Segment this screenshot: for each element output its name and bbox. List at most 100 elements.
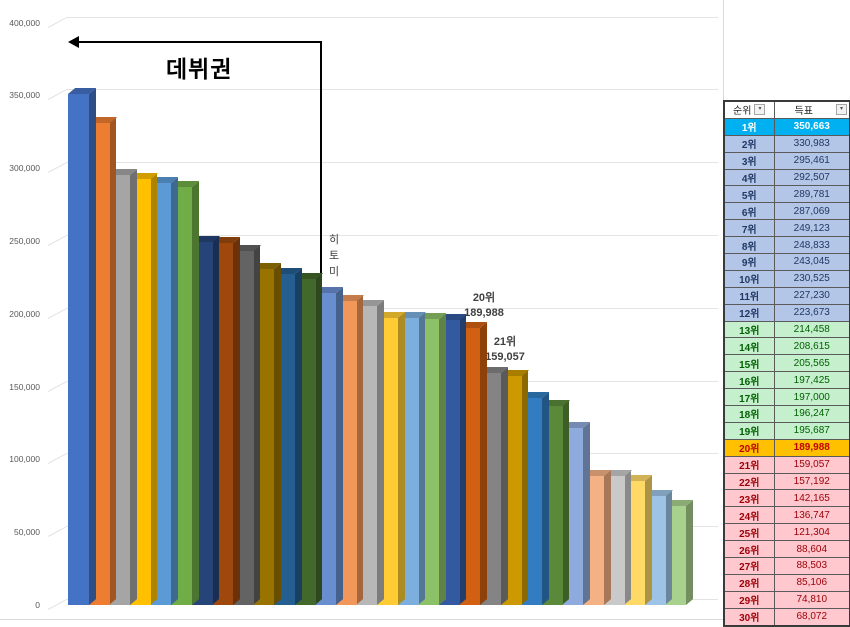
votes-cell[interactable]: 249,123 — [773, 219, 850, 238]
votes-cell[interactable]: 197,425 — [773, 371, 850, 390]
votes-cell[interactable]: 121,304 — [773, 523, 850, 542]
rank-cell[interactable]: 17위 — [723, 388, 775, 407]
y-tick-label: 250,000 — [9, 236, 40, 246]
rank-cell[interactable]: 6위 — [723, 202, 775, 221]
table-row[interactable]: 9위 243,045 — [723, 253, 850, 271]
table-row[interactable]: 3위 295,461 — [723, 151, 850, 170]
votes-cell[interactable]: 205,565 — [773, 354, 850, 373]
filter-dropdown-icon[interactable]: ▾ — [836, 104, 847, 116]
rank-cell[interactable]: 28위 — [723, 573, 775, 592]
table-row[interactable]: 6위 287,069 — [723, 202, 850, 221]
table-row[interactable]: 7위 249,123 — [723, 219, 850, 238]
rank-cell[interactable]: 8위 — [723, 236, 775, 255]
rank-cell[interactable]: 10위 — [723, 269, 775, 288]
rank-cell[interactable]: 24위 — [723, 506, 775, 525]
rank-cell[interactable]: 22위 — [723, 472, 775, 491]
table-row[interactable]: 19위 195,687 — [723, 421, 850, 440]
table-row[interactable]: 26위 88,604 — [723, 540, 850, 559]
rank-cell[interactable]: 4위 — [723, 168, 775, 187]
rank-cell[interactable]: 9위 — [723, 253, 775, 271]
rank-cell[interactable]: 14위 — [723, 337, 775, 356]
table-row[interactable]: 22위 157,192 — [723, 472, 850, 491]
gridline-depth — [47, 90, 66, 101]
table-row[interactable]: 17위 197,000 — [723, 388, 850, 407]
rank-cell[interactable]: 2위 — [723, 134, 775, 153]
votes-cell[interactable]: 248,833 — [773, 236, 850, 255]
votes-cell[interactable]: 142,165 — [773, 489, 850, 508]
rank-cell[interactable]: 26위 — [723, 540, 775, 559]
rank-cell[interactable]: 13위 — [723, 320, 775, 339]
table-row[interactable]: 20위 189,988 — [723, 438, 850, 457]
rank-cell[interactable]: 23위 — [723, 489, 775, 508]
table-row[interactable]: 15위 205,565 — [723, 354, 850, 373]
table-row[interactable]: 24위 136,747 — [723, 506, 850, 525]
votes-cell[interactable]: 295,461 — [773, 151, 850, 170]
votes-cell[interactable]: 287,069 — [773, 202, 850, 221]
table-row[interactable]: 10위 230,525 — [723, 269, 850, 288]
rank-cell[interactable]: 20위 — [723, 438, 775, 457]
bar-1위[interactable] — [68, 88, 96, 605]
rank-cell[interactable]: 3위 — [723, 151, 775, 170]
table-row[interactable]: 8위 248,833 — [723, 236, 850, 255]
rank-cell[interactable]: 25위 — [723, 523, 775, 542]
table-row[interactable]: 4위 292,507 — [723, 168, 850, 187]
chart-area[interactable]: 0 50,000 100,000 150,000 200,000 250,000 300,0… — [0, 0, 724, 620]
votes-cell[interactable]: 197,000 — [773, 388, 850, 407]
rank-cell[interactable]: 12위 — [723, 303, 775, 322]
votes-cell[interactable]: 292,507 — [773, 168, 850, 187]
votes-cell[interactable]: 227,230 — [773, 286, 850, 305]
votes-cell[interactable]: 157,192 — [773, 472, 850, 491]
table-row[interactable]: 29위 74,810 — [723, 590, 850, 609]
table-row[interactable]: 13위 214,458 — [723, 320, 850, 339]
votes-cell[interactable]: 350,663 — [773, 117, 850, 136]
rank-cell[interactable]: 29위 — [723, 590, 775, 609]
rank-column-header[interactable]: 순위 ▾ — [723, 100, 775, 119]
table-row[interactable]: 16위 197,425 — [723, 371, 850, 390]
rank-cell[interactable]: 1위 — [723, 117, 775, 136]
votes-cell[interactable]: 74,810 — [773, 590, 850, 609]
votes-cell[interactable]: 159,057 — [773, 455, 850, 474]
table-row[interactable]: 5위 289,781 — [723, 185, 850, 204]
rank-cell[interactable]: 15위 — [723, 354, 775, 373]
rank-cell[interactable]: 16위 — [723, 371, 775, 390]
table-row[interactable]: 2위 330,983 — [723, 134, 850, 153]
table-row[interactable]: 14위 208,615 — [723, 337, 850, 356]
votes-cell[interactable]: 195,687 — [773, 421, 850, 440]
bar-side — [562, 400, 570, 605]
votes-cell[interactable]: 289,781 — [773, 185, 850, 204]
bar-side — [294, 268, 302, 605]
table-row[interactable]: 21위 159,057 — [723, 455, 850, 474]
table-row[interactable]: 25위 121,304 — [723, 523, 850, 542]
filter-dropdown-icon[interactable]: ▾ — [754, 104, 766, 116]
table-row[interactable]: 12위 223,673 — [723, 303, 850, 322]
votes-cell[interactable]: 208,615 — [773, 337, 850, 356]
votes-cell[interactable]: 68,072 — [773, 607, 850, 627]
table-row[interactable]: 27위 88,503 — [723, 557, 850, 575]
votes-cell[interactable]: 330,983 — [773, 134, 850, 153]
votes-cell[interactable]: 214,458 — [773, 320, 850, 339]
votes-cell[interactable]: 189,988 — [773, 438, 850, 457]
rank-cell[interactable]: 19위 — [723, 421, 775, 440]
rank-cell[interactable]: 7위 — [723, 219, 775, 238]
votes-cell[interactable]: 223,673 — [773, 303, 850, 322]
votes-cell[interactable]: 88,503 — [773, 557, 850, 575]
table-row[interactable]: 28위 85,106 — [723, 573, 850, 592]
rank-cell[interactable]: 30위 — [723, 607, 775, 627]
table-row[interactable]: 18위 196,247 — [723, 405, 850, 423]
table-row[interactable]: 30위 68,072 — [723, 607, 850, 627]
rank-cell[interactable]: 27위 — [723, 557, 775, 575]
rank-cell[interactable]: 11위 — [723, 286, 775, 305]
votes-cell[interactable]: 88,604 — [773, 540, 850, 559]
table-row[interactable]: 23위 142,165 — [723, 489, 850, 508]
rank-cell[interactable]: 5위 — [723, 185, 775, 204]
votes-cell[interactable]: 85,106 — [773, 573, 850, 592]
votes-cell[interactable]: 243,045 — [773, 253, 850, 271]
rank-cell[interactable]: 21위 — [723, 455, 775, 474]
votes-cell[interactable]: 230,525 — [773, 269, 850, 288]
table-row[interactable]: 11위 227,230 — [723, 286, 850, 305]
votes-cell[interactable]: 136,747 — [773, 506, 850, 525]
votes-column-header[interactable]: 득표 ▾ — [773, 100, 850, 119]
table-row[interactable]: 1위 350,663 — [723, 117, 850, 136]
rank-cell[interactable]: 18위 — [723, 405, 775, 423]
votes-cell[interactable]: 196,247 — [773, 405, 850, 423]
